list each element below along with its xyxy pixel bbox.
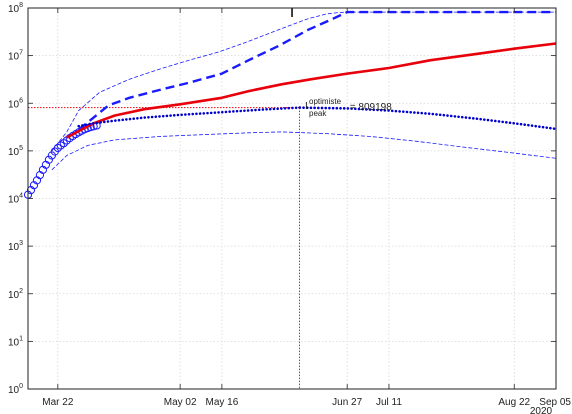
x-tick-label: Jun 27 [332, 397, 362, 408]
y-tick-label: 103 [8, 240, 23, 253]
year-label: 2020 [530, 406, 553, 414]
y-tick-label: 108 [8, 2, 23, 15]
bound-dashed-line [51, 131, 557, 171]
observed-data-point [44, 155, 53, 164]
y-tick-labels: 100 101 102 103 104 105 106 107 108 [8, 2, 23, 396]
pessimist-dashed-line [77, 10, 556, 131]
peak-annotation-main: I [305, 101, 308, 112]
y-tick-label: 102 [8, 288, 23, 301]
y-tick-label: 100 [8, 383, 23, 396]
y-tick-label: 104 [8, 193, 23, 206]
optimist-dotted-line [77, 106, 558, 131]
observed-data-point [59, 139, 68, 148]
x-tick-label: Jul 11 [376, 397, 402, 408]
grid-lines [28, 8, 556, 389]
y-tick-label: 105 [8, 145, 23, 158]
peak-annotation-value: = 809198 [347, 102, 392, 113]
peak-annotation-subscript: peak [309, 109, 327, 118]
x-tick-label: May 02 [164, 397, 197, 408]
axis-ticks [28, 7, 557, 390]
median-solid-line [66, 42, 557, 139]
x-tick-label: Sep 05 [539, 397, 571, 408]
x-tick-label: Mar 22 [42, 397, 74, 408]
y-tick-label: 106 [8, 97, 23, 110]
chart-title: I [290, 6, 293, 20]
y-tick-label: 101 [8, 335, 23, 348]
x-tick-label: May 16 [205, 397, 238, 408]
x-tick-labels: Mar 22 May 02 May 16 Jun 27 Jul 11 Aug 22 Sep … [42, 397, 571, 408]
y-tick-label: 107 [8, 50, 23, 63]
peak-annotation: I optimiste peak = 809198 [305, 97, 392, 118]
x-tick-label: Aug 22 [498, 397, 530, 408]
series-group [23, 10, 558, 199]
peak-annotation-superscript: optimiste [309, 97, 342, 106]
